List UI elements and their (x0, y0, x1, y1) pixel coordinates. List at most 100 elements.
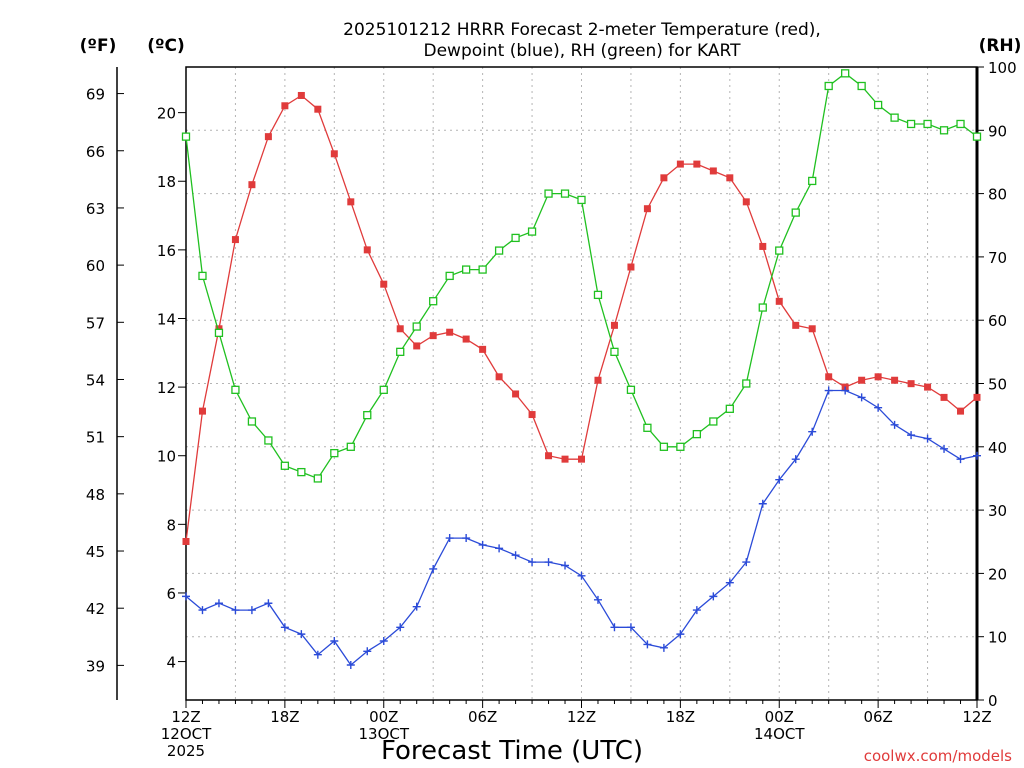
temperature-point (347, 198, 355, 206)
x-tick-label: 18Z (666, 708, 695, 726)
temperature-point (742, 198, 750, 206)
temperature-point (643, 205, 651, 213)
rh-point (659, 442, 669, 451)
temperature-point (891, 376, 899, 384)
fahrenheit-axis-unit: (ºF) (80, 36, 117, 56)
rh-point (676, 442, 685, 451)
temperature-point (248, 181, 256, 189)
rh-point (461, 265, 471, 274)
temperature-point (413, 342, 421, 350)
temperature-point (610, 321, 618, 329)
rh-tick-label: 30 (988, 502, 1007, 520)
rh-point (692, 429, 702, 439)
rh-point (610, 347, 619, 357)
fahrenheit-tick-label: 60 (86, 257, 105, 275)
rh-tick-label: 40 (988, 439, 1007, 457)
dewpoint-point (626, 623, 635, 632)
chart-title-line2: Dewpoint (blue), RH (green) for KART (423, 41, 741, 61)
fahrenheit-tick-label: 54 (86, 371, 105, 389)
dewpoint-point (379, 636, 388, 645)
chart-title-line1: 2025101212 HRRR Forecast 2-meter Tempera… (343, 20, 821, 40)
temperature-point (726, 174, 734, 182)
fahrenheit-tick-label: 39 (86, 657, 105, 675)
celsius-tick-label: 18 (157, 173, 176, 191)
dewpoint-point (198, 606, 207, 615)
rh-point (313, 474, 322, 483)
temperature-point (561, 455, 569, 463)
rh-tick-label: 60 (988, 312, 1007, 330)
dewpoint-point (544, 558, 553, 567)
rh-point (758, 303, 767, 312)
rh-point (923, 119, 932, 129)
temperature-point (792, 321, 800, 329)
rh-point (297, 467, 306, 477)
celsius-tick-label: 20 (157, 105, 176, 123)
dewpoint-point (462, 534, 471, 543)
x-tick-label: 06Z (468, 708, 497, 726)
dewpoint-point (890, 420, 899, 429)
rh-tick-label: 100 (988, 59, 1017, 77)
rh-point (412, 322, 421, 331)
fahrenheit-tick-label: 63 (86, 200, 105, 218)
celsius-tick-label: 16 (157, 242, 176, 260)
temperature-point (479, 345, 487, 353)
x-tick-label: 06Z (863, 708, 892, 726)
rh-point (972, 132, 982, 141)
temperature-point (396, 325, 404, 333)
temperature-point (182, 537, 190, 545)
celsius-tick-label: 4 (166, 654, 176, 672)
rh-point (890, 113, 899, 122)
temperature-point (545, 452, 553, 460)
temperature-point (594, 376, 602, 384)
series (181, 69, 982, 670)
dewpoint-point (692, 606, 701, 615)
fahrenheit-tick-label: 45 (86, 543, 105, 561)
dewpoint-point (907, 431, 916, 440)
rh-point (264, 436, 273, 445)
temperature-point (693, 160, 701, 168)
dewpoint-point (297, 630, 306, 639)
rh-tick-label: 70 (988, 249, 1007, 267)
dewpoint-point (478, 540, 487, 549)
dewpoint-point (231, 606, 240, 615)
temperature-point (495, 373, 503, 381)
rh-point (643, 423, 652, 432)
rh-point (873, 100, 883, 110)
dewpoint-point (808, 427, 817, 436)
celsius-tick-label: 12 (157, 379, 176, 397)
rh-point (330, 448, 339, 458)
dewpoint-point (676, 630, 685, 639)
credit-link[interactable]: coolwx.com/models (864, 747, 1012, 765)
rh-tick-label: 50 (988, 376, 1007, 394)
dewpoint-point (923, 434, 932, 443)
temperature-point (429, 332, 437, 340)
dewpoint-point (593, 595, 602, 604)
dewpoint-point (214, 599, 223, 608)
temperature-point (825, 373, 833, 381)
rh-point (247, 417, 257, 426)
temperature-point (660, 174, 668, 182)
rh-point (791, 208, 800, 217)
celsius-tick-label: 14 (157, 310, 176, 328)
dewpoint-point (396, 623, 405, 632)
rh-tick-label: 0 (988, 692, 998, 710)
x-tick-label: 13OCT (358, 725, 409, 743)
temperature-point (446, 328, 454, 336)
temperature-point (874, 373, 882, 381)
x-tick-label: 18Z (270, 708, 299, 726)
rh-point (511, 233, 520, 243)
temperature-point (363, 246, 371, 254)
dewpoint-point (643, 640, 652, 649)
temperature-point (775, 297, 783, 305)
temperature-point (709, 167, 717, 175)
dewpoint-point (346, 661, 355, 670)
fahrenheit-tick-label: 69 (86, 86, 105, 104)
dewpoint-point (412, 602, 421, 611)
rh-point (808, 176, 817, 186)
rh-point (841, 69, 850, 78)
rh-point (363, 410, 372, 420)
rh-point (626, 385, 636, 394)
temperature-point (330, 150, 338, 158)
celsius-tick-label: 6 (166, 585, 176, 603)
